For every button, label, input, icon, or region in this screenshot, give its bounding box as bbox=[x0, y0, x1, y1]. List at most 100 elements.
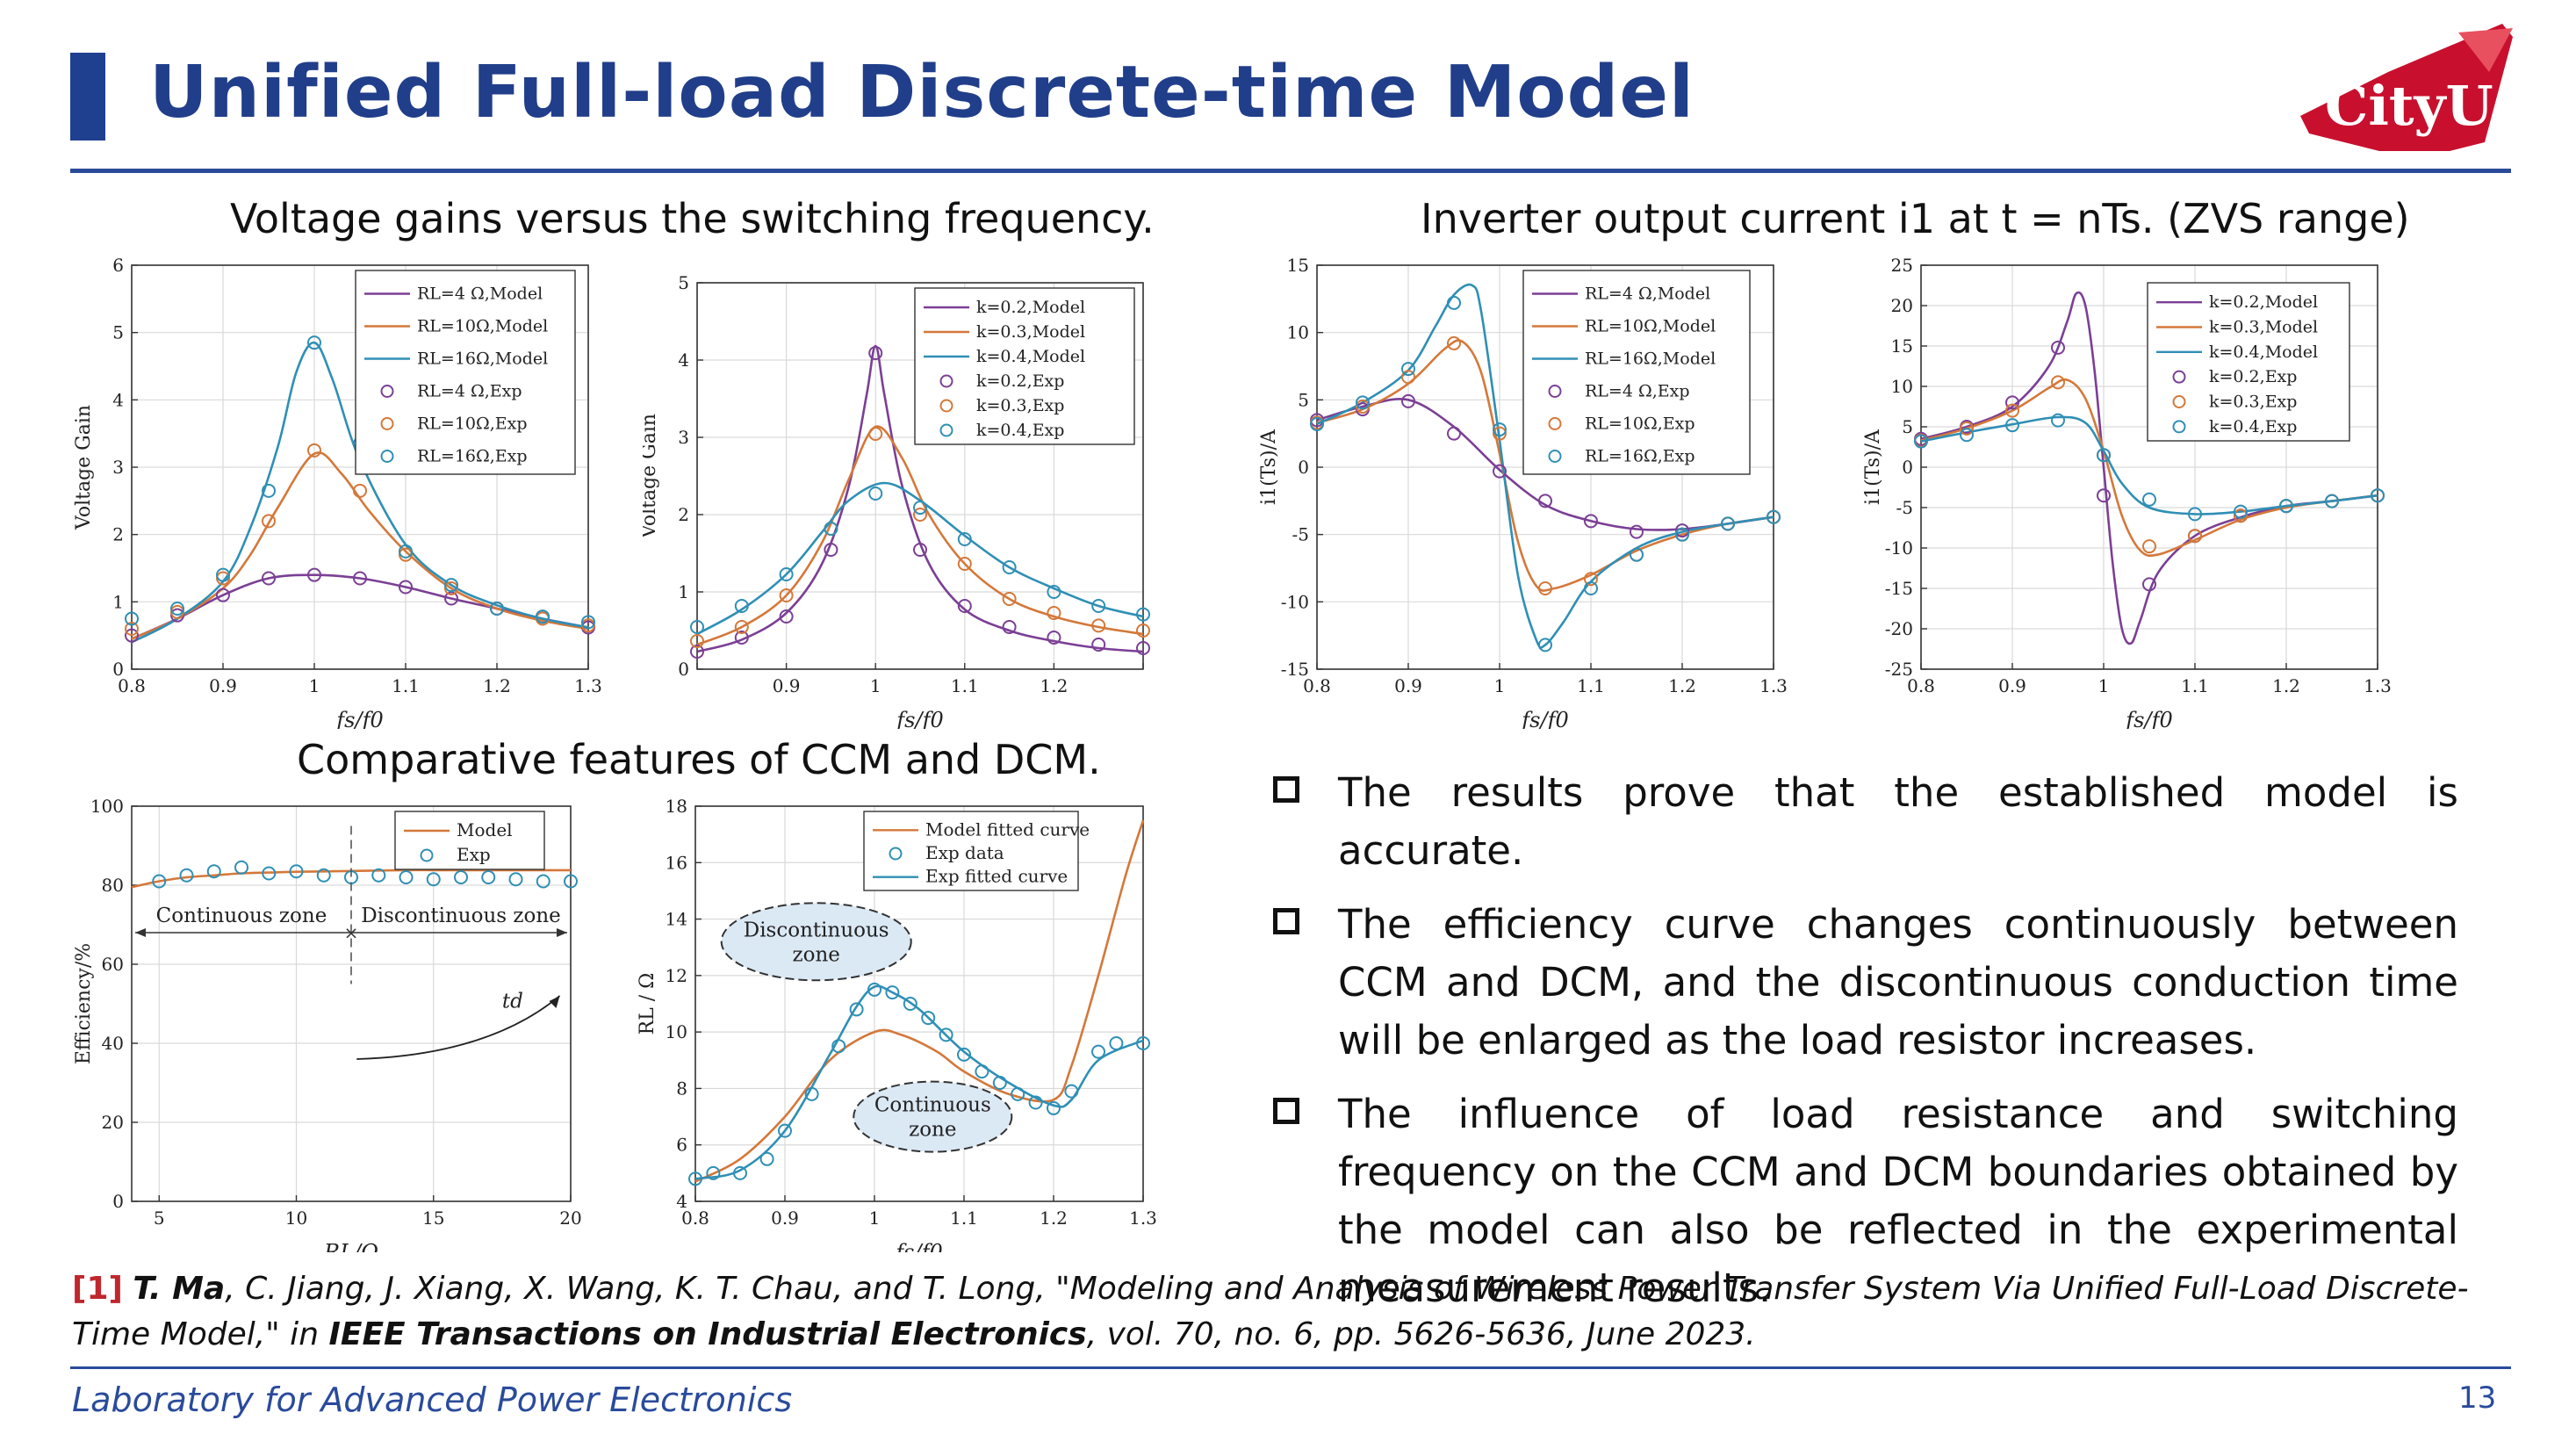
data-point bbox=[2234, 504, 2248, 519]
data-point bbox=[2097, 448, 2111, 463]
data-point bbox=[2234, 508, 2248, 523]
data-point bbox=[125, 622, 139, 636]
data-point bbox=[779, 588, 794, 602]
y-tick-label: 40 bbox=[102, 1033, 124, 1054]
data-point bbox=[2188, 507, 2202, 522]
x-tick-label: 0.8 bbox=[681, 1208, 709, 1229]
series-line bbox=[1920, 415, 2378, 515]
legend-box bbox=[355, 270, 576, 475]
data-point bbox=[216, 567, 230, 582]
reference-number: [1] bbox=[72, 1271, 123, 1307]
data-point bbox=[2325, 494, 2339, 508]
data-point bbox=[2005, 403, 2019, 418]
x-tick-label: 0.9 bbox=[1394, 675, 1422, 696]
data-point bbox=[913, 543, 927, 557]
data-point bbox=[824, 543, 838, 557]
data-point bbox=[1493, 464, 1507, 479]
data-point bbox=[913, 508, 927, 522]
data-point bbox=[1447, 426, 1461, 441]
y-tick-label: 3 bbox=[112, 457, 124, 478]
chart-voltage-gain-k: 0.9 1 1.1 1.2 0 1 2 3 4 5 fs/f0 Voltage Gain k=0.2,M… bbox=[643, 272, 1150, 729]
y-tick-label: 0 bbox=[112, 659, 124, 680]
data-point bbox=[152, 874, 167, 889]
legend-marker bbox=[1548, 450, 1562, 463]
y-axis-label: Voltage Gain bbox=[73, 405, 95, 530]
data-point bbox=[903, 997, 917, 1011]
data-point bbox=[868, 487, 883, 501]
y-axis-label: i1(Ts)/A bbox=[1258, 429, 1280, 505]
x-tick-label: 1.1 bbox=[1577, 675, 1605, 696]
data-point bbox=[734, 599, 749, 613]
y-tick-label: -5 bbox=[1292, 524, 1309, 545]
x-tick-label: 1.2 bbox=[2272, 675, 2300, 696]
data-point bbox=[1584, 514, 1598, 529]
legend-label: k=0.4,Exp bbox=[2209, 417, 2297, 436]
x-tick-label: 20 bbox=[559, 1208, 581, 1229]
data-point bbox=[444, 578, 458, 593]
x-tick-label: 1 bbox=[1494, 675, 1506, 696]
x-tick-label: 1.1 bbox=[2181, 675, 2209, 696]
y-tick-label: 10 bbox=[1287, 322, 1309, 343]
zone-bubble bbox=[853, 1080, 1013, 1153]
arrow-head bbox=[557, 928, 567, 937]
x-tick-label: 1.1 bbox=[951, 675, 979, 696]
data-point bbox=[206, 864, 221, 879]
annotation-continuous-2: zone bbox=[909, 1119, 956, 1142]
series-line bbox=[696, 425, 1144, 646]
annotation-discontinuous-1: Discontinuous bbox=[744, 919, 889, 941]
y-tick-label: 2 bbox=[112, 524, 124, 545]
page-title: Unified Full-load Discrete-time Model bbox=[149, 51, 1695, 134]
checkbox-icon bbox=[1273, 776, 1299, 803]
data-point bbox=[262, 483, 276, 498]
data-point bbox=[957, 599, 972, 613]
y-tick-label: 25 bbox=[1891, 255, 1913, 276]
x-tick-label: 0.9 bbox=[1998, 675, 2026, 696]
zone-bubble bbox=[720, 902, 912, 982]
data-point bbox=[1047, 606, 1061, 620]
data-point bbox=[1002, 592, 1017, 606]
data-point bbox=[1401, 370, 1415, 385]
legend-label: RL=4 Ω,Model bbox=[1585, 285, 1710, 304]
data-point bbox=[868, 346, 883, 360]
y-axis-label: RL / Ω bbox=[637, 973, 658, 1035]
y-tick-label: 1 bbox=[112, 591, 124, 612]
x-tick-label: 0.8 bbox=[1907, 675, 1935, 696]
legend-label: RL=10Ω,Model bbox=[417, 317, 548, 336]
x-tick-label: 1.2 bbox=[1668, 675, 1696, 696]
legend-marker bbox=[380, 417, 394, 430]
y-tick-label: 100 bbox=[90, 796, 124, 817]
y-tick-label: -10 bbox=[1885, 537, 1913, 559]
legend-label: RL=10Ω,Exp bbox=[1585, 415, 1695, 434]
data-point bbox=[1136, 641, 1150, 655]
x-tick-label: 1.3 bbox=[2364, 675, 2392, 696]
y-tick-label: -25 bbox=[1885, 659, 1913, 680]
x-tick-label: 1.1 bbox=[392, 675, 420, 696]
legend-label: k=0.3,Model bbox=[976, 322, 1085, 342]
legend-label: k=0.4,Model bbox=[976, 347, 1085, 366]
data-point bbox=[778, 1123, 792, 1138]
data-point bbox=[262, 866, 277, 881]
boundary-mark: × bbox=[344, 922, 359, 943]
y-tick-label: 60 bbox=[102, 954, 124, 975]
reference-tail: , vol. 70, no. 6, pp. 5626-5636, June 20… bbox=[1086, 1316, 1756, 1352]
data-point bbox=[444, 591, 458, 606]
legend-label: k=0.2,Model bbox=[2209, 292, 2318, 312]
x-tick-label: 1.2 bbox=[1040, 1208, 1068, 1229]
data-point bbox=[1584, 572, 1598, 587]
data-point bbox=[779, 567, 794, 581]
data-point bbox=[2142, 577, 2156, 592]
legend-label: k=0.2,Exp bbox=[976, 371, 1064, 391]
annotation-td: td bbox=[502, 991, 523, 1013]
data-point bbox=[2371, 488, 2385, 503]
x-tick-label: 1 bbox=[2098, 675, 2110, 696]
x-axis-label: fs/f0 bbox=[895, 708, 943, 729]
legend-label: Exp fitted curve bbox=[925, 866, 1068, 887]
data-point bbox=[913, 501, 927, 515]
x-axis-label: RL/Ω bbox=[323, 1240, 378, 1252]
data-point bbox=[1136, 624, 1150, 638]
data-point bbox=[1136, 607, 1150, 622]
series-line bbox=[696, 481, 1144, 636]
x-tick-label: 1 bbox=[870, 675, 881, 696]
data-point bbox=[2051, 375, 2065, 390]
data-point bbox=[1356, 395, 1370, 410]
